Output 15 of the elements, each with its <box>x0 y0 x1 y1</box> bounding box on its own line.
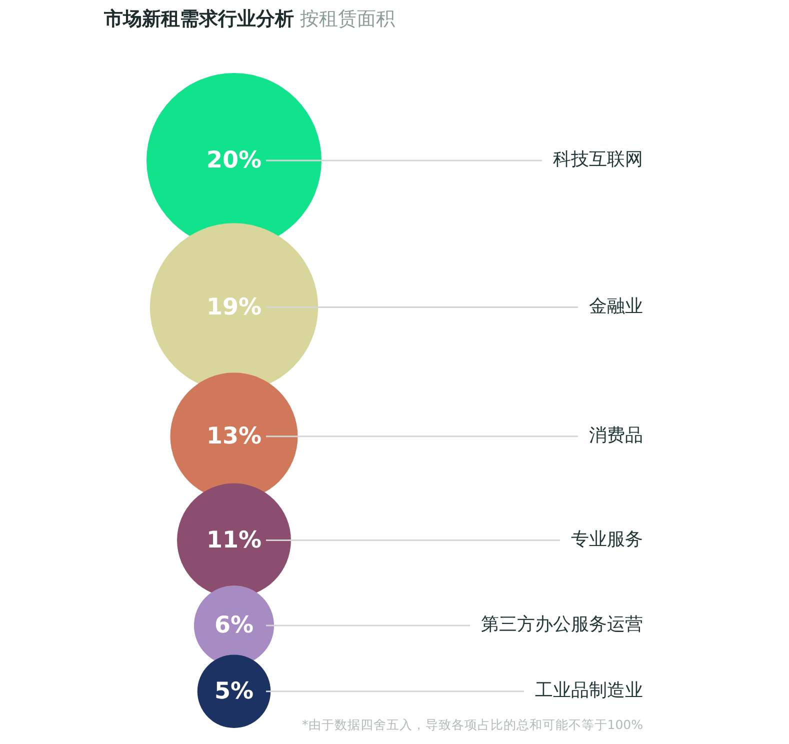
category-label: 金融业 <box>589 296 643 317</box>
category-label: 工业品制造业 <box>535 680 643 702</box>
data-label: 5% <box>214 678 254 704</box>
data-label: 13% <box>206 423 262 450</box>
data-label: 19% <box>206 294 262 320</box>
category-label: 第三方办公服务运营 <box>481 614 643 636</box>
text: 市场新租需求行业分析 <box>104 8 294 30</box>
category-label: 科技互联网 <box>553 149 643 170</box>
text: *由于数据四舍五入，导致各项占比的总和可能不等于100% <box>302 717 643 733</box>
category-label: 专业服务 <box>571 528 643 550</box>
data-label: 11% <box>206 527 262 554</box>
data-label: 20% <box>206 147 262 174</box>
data-label: 6% <box>214 612 254 638</box>
text: 按租赁面积 <box>300 8 395 30</box>
category-label: 消费品 <box>589 425 643 446</box>
